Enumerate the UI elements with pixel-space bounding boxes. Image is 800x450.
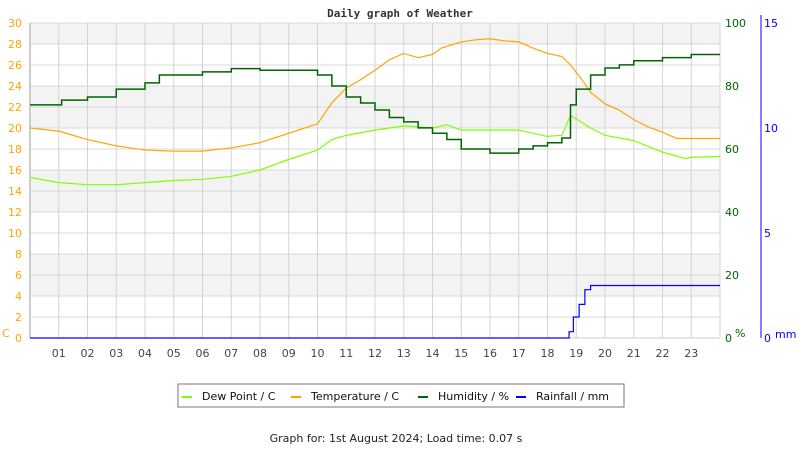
legend-box — [177, 383, 625, 408]
y-tick-label-temp: 22 — [8, 101, 22, 114]
y-tick-label-temp: 24 — [8, 80, 22, 93]
y-tick-label-humidity: 20 — [725, 269, 739, 282]
y-tick-label-temp: 10 — [8, 227, 22, 240]
y-tick-label-humidity: 100 — [725, 17, 746, 30]
y-axis-label-temp: C — [2, 327, 10, 340]
y-tick-label-rain: 15 — [764, 17, 778, 30]
y-tick-label-temp: 2 — [15, 311, 22, 324]
x-tick-label: 08 — [253, 347, 267, 360]
x-tick-label: 06 — [196, 347, 210, 360]
y-tick-label-humidity: 0 — [725, 332, 732, 345]
x-tick-label: 18 — [541, 347, 555, 360]
x-tick-label: 09 — [282, 347, 296, 360]
y-tick-label-temp: 20 — [8, 122, 22, 135]
x-tick-label: 12 — [368, 347, 382, 360]
series-line-humidity — [30, 53, 720, 154]
x-tick-label: 10 — [311, 347, 325, 360]
y-tick-label-rain: 10 — [764, 122, 778, 135]
x-tick-label: 15 — [454, 347, 468, 360]
x-tick-label: 02 — [81, 347, 95, 360]
y-tick-label-temp: 6 — [15, 269, 22, 282]
x-tick-label: 19 — [569, 347, 583, 360]
y-tick-label-rain: 0 — [764, 332, 771, 345]
y-axis-label-rain: mm — [775, 328, 796, 341]
legend-label: Humidity / % — [438, 390, 509, 403]
y-tick-label-temp: 8 — [15, 248, 22, 261]
y-tick-label-temp: 4 — [15, 290, 22, 303]
y-tick-label-humidity: 40 — [725, 206, 739, 219]
y-tick-label-temp: 16 — [8, 164, 22, 177]
x-tick-label: 04 — [138, 347, 152, 360]
x-tick-label: 03 — [109, 347, 123, 360]
x-tick-label: 01 — [52, 347, 66, 360]
y-tick-label-temp: 12 — [8, 206, 22, 219]
y-tick-label-temp: 14 — [8, 185, 22, 198]
y-tick-label-temp: 0 — [15, 332, 22, 345]
legend-label: Rainfall / mm — [536, 390, 609, 403]
x-tick-label: 17 — [512, 347, 526, 360]
x-tick-label: 07 — [224, 347, 238, 360]
y-tick-label-temp: 30 — [8, 17, 22, 30]
y-tick-label-temp: 28 — [8, 38, 22, 51]
x-tick-label: 11 — [339, 347, 353, 360]
series-line-temperature — [29, 38, 720, 152]
y-tick-label-temp: 18 — [8, 143, 22, 156]
x-tick-label: 05 — [167, 347, 181, 360]
x-tick-label: 16 — [483, 347, 497, 360]
y-axis-label-humidity: % — [735, 327, 745, 340]
x-tick-label: 13 — [397, 347, 411, 360]
footer-text: Graph for: 1st August 2024; Load time: 0… — [270, 432, 523, 445]
x-tick-label: 22 — [656, 347, 670, 360]
chart-title: Daily graph of Weather — [327, 7, 473, 20]
legend-label: Temperature / C — [310, 390, 399, 403]
y-tick-label-temp: 26 — [8, 59, 22, 72]
x-tick-label: 23 — [684, 347, 698, 360]
x-tick-label: 14 — [426, 347, 440, 360]
y-tick-label-humidity: 60 — [725, 143, 739, 156]
x-tick-label: 20 — [598, 347, 612, 360]
x-tick-label: 21 — [627, 347, 641, 360]
series-line-rainfall — [30, 284, 720, 339]
y-tick-label-humidity: 80 — [725, 80, 739, 93]
legend-label: Dew Point / C — [202, 390, 276, 403]
y-tick-label-rain: 5 — [764, 227, 771, 240]
